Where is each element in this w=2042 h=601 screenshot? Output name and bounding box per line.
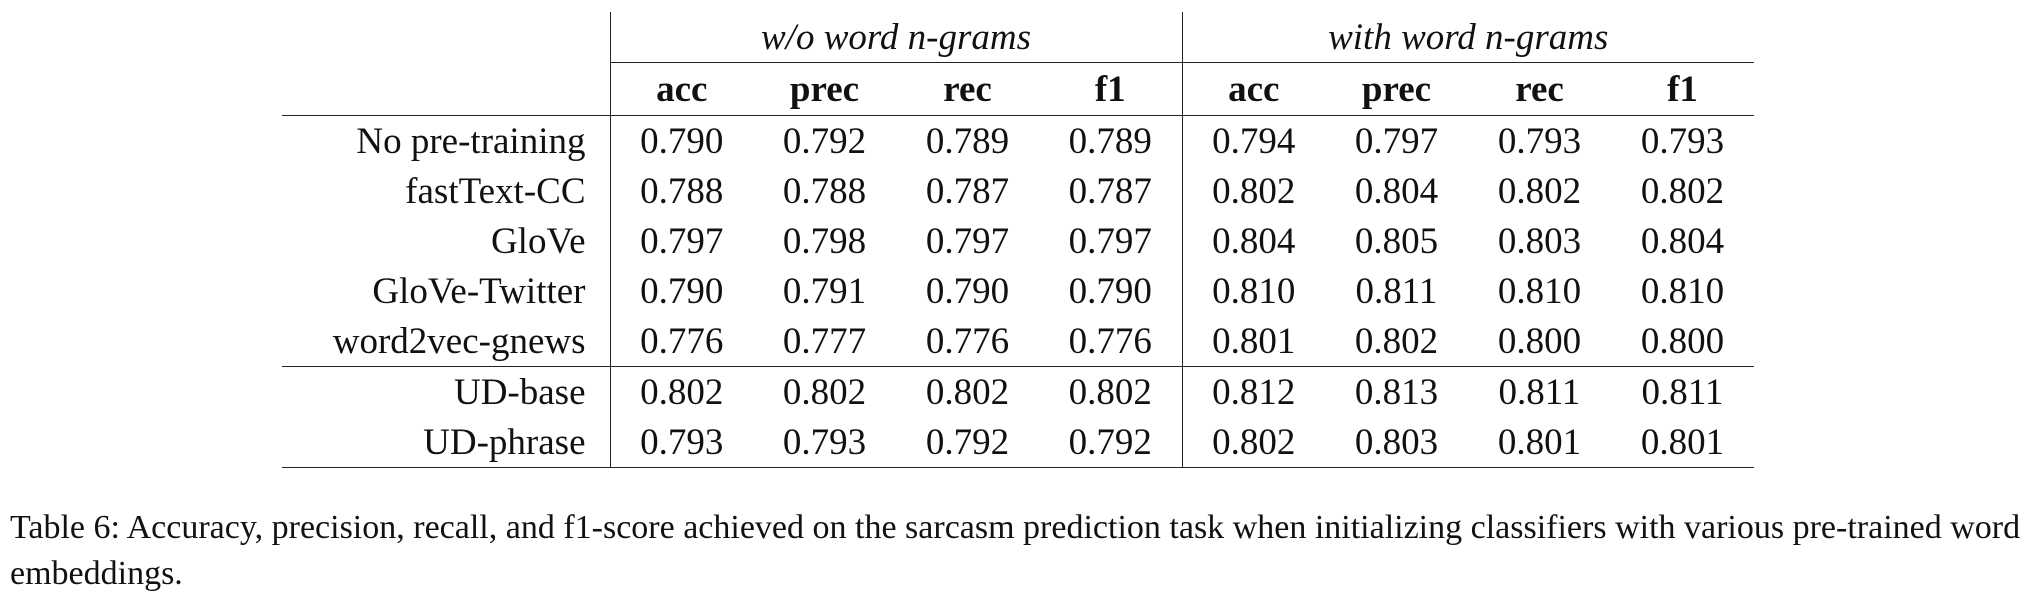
metric-header: acc <box>1181 62 1325 116</box>
table-cell: 0.787 <box>925 170 1010 212</box>
row-label: UD-phrase <box>282 417 611 468</box>
metric-header: prec <box>753 62 896 116</box>
metric-header: rec <box>896 62 1039 116</box>
table-cell: 0.797 <box>1068 220 1152 262</box>
table-cell: 0.811 <box>1355 270 1438 312</box>
table-cell: 0.776 <box>896 316 1039 367</box>
table-cell: 0.797 <box>1354 120 1439 162</box>
table-cell-best: 0.811 <box>1498 371 1581 413</box>
corner-cell <box>282 12 611 63</box>
table-cell: 0.792 <box>782 120 867 162</box>
table-cell: 0.810 <box>1640 270 1725 312</box>
group-header-without-ngrams: w/o word n-grams <box>610 12 1182 63</box>
table-cell: 0.777 <box>753 316 896 367</box>
table-cell: 0.800 <box>1468 316 1611 367</box>
table-cell: 0.805 <box>1354 220 1439 262</box>
table-cell: 0.798 <box>782 220 867 262</box>
table-cell: 0.789 <box>1068 120 1152 162</box>
group-header-with-ngrams: with word n-grams <box>1181 12 1754 63</box>
table-cell: 0.790 <box>925 270 1010 312</box>
table-cell: 0.793 <box>610 417 753 468</box>
table-cell: 0.790 <box>640 270 724 312</box>
table-cell: 0.802 <box>1640 170 1725 212</box>
table-cell: 0.790 <box>1068 270 1152 312</box>
row-label: word2vec-gnews <box>282 316 611 367</box>
table-cell: 0.789 <box>925 120 1010 162</box>
table-cell: 0.800 <box>1611 316 1754 367</box>
table-cell: 0.804 <box>1640 220 1725 262</box>
table-row: GloVe 0.797 0.798 0.797 0.797 0.804 0.80… <box>282 216 1754 266</box>
table-cell: 0.810 <box>1181 266 1325 316</box>
table-cell: 0.804 <box>1181 216 1325 266</box>
table-caption: Table 6: Accuracy, precision, recall, an… <box>10 509 2021 592</box>
table-cell: 0.797 <box>640 220 724 262</box>
corner-cell <box>282 62 611 116</box>
row-label: No pre-training <box>282 115 611 166</box>
table-cell-best: 0.813 <box>1354 371 1439 413</box>
table-cell: 0.794 <box>1181 115 1325 166</box>
metric-header: rec <box>1468 62 1611 116</box>
table-cell-best: 0.802 <box>782 371 867 413</box>
table-row: GloVe-Twitter 0.790 0.791 0.790 0.790 0.… <box>282 266 1754 316</box>
metric-header: acc <box>610 62 753 116</box>
results-table: w/o word n-grams with word n-grams acc p… <box>282 12 1754 468</box>
table-cell: 0.790 <box>640 120 724 162</box>
table-cell: 0.802 <box>1181 166 1325 216</box>
metric-header-row: acc prec rec f1 acc prec rec f1 <box>282 62 1754 116</box>
table-cell-best: 0.802 <box>640 371 724 413</box>
table-cell: 0.804 <box>1354 170 1439 212</box>
table-row: word2vec-gnews 0.776 0.777 0.776 0.776 0… <box>282 316 1754 367</box>
table-cell-best: 0.802 <box>1068 371 1152 413</box>
table-cell: 0.776 <box>1039 316 1182 367</box>
metric-header: f1 <box>1039 62 1182 116</box>
table-row: fastText-CC 0.788 0.788 0.787 0.787 0.80… <box>282 166 1754 216</box>
row-label: fastText-CC <box>282 166 611 216</box>
row-label: GloVe-Twitter <box>282 266 611 316</box>
table-cell: 0.792 <box>896 417 1039 468</box>
table-cell: 0.801 <box>1468 417 1611 468</box>
group-header-row: w/o word n-grams with word n-grams <box>282 12 1754 63</box>
table-cell: 0.802 <box>1497 170 1582 212</box>
row-label: GloVe <box>282 216 611 266</box>
row-label: UD-base <box>282 366 611 417</box>
table-cell: 0.803 <box>1325 417 1468 468</box>
table-cell: 0.810 <box>1497 270 1582 312</box>
table-cell: 0.793 <box>753 417 896 468</box>
table-cell: 0.791 <box>782 270 867 312</box>
table-cell-best: 0.811 <box>1641 371 1724 413</box>
metric-header: f1 <box>1611 62 1754 116</box>
table-cell: 0.792 <box>1039 417 1182 468</box>
table-cell: 0.801 <box>1181 316 1325 367</box>
table-cell: 0.802 <box>1181 417 1325 468</box>
table-row-best: UD-base 0.802 0.802 0.802 0.802 0.812 0.… <box>282 366 1754 417</box>
table-cell: 0.776 <box>610 316 753 367</box>
table-cell: 0.787 <box>1068 170 1152 212</box>
table-cell: 0.793 <box>1497 120 1582 162</box>
table-row: UD-phrase 0.793 0.793 0.792 0.792 0.802 … <box>282 417 1754 468</box>
table-cell: 0.788 <box>782 170 867 212</box>
table-row: No pre-training 0.790 0.792 0.789 0.789 … <box>282 115 1754 166</box>
metric-header: prec <box>1325 62 1468 116</box>
table-cell-best: 0.812 <box>1181 366 1325 417</box>
table-cell: 0.793 <box>1640 120 1725 162</box>
table-cell-best: 0.802 <box>925 371 1010 413</box>
table-cell: 0.801 <box>1611 417 1754 468</box>
table-cell: 0.788 <box>640 170 724 212</box>
table-cell: 0.797 <box>925 220 1010 262</box>
table-cell: 0.802 <box>1325 316 1468 367</box>
table-cell: 0.803 <box>1497 220 1582 262</box>
